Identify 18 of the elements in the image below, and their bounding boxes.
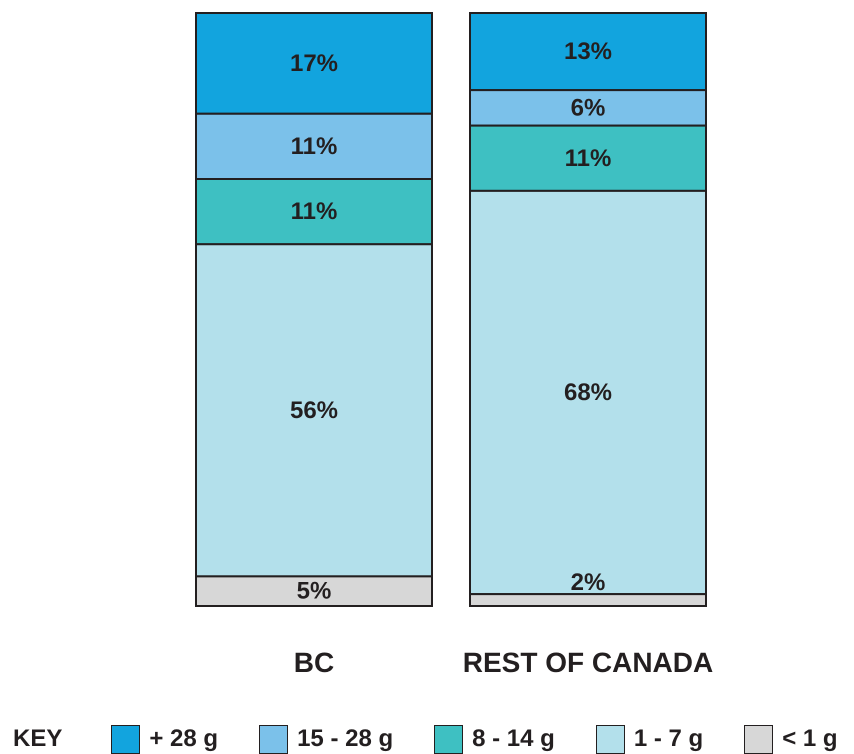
data-label: 68% [564,379,612,406]
data-label: 2% [570,569,606,596]
legend-label: 15 - 28 g [297,725,394,753]
x-tick-label: BC [294,647,334,678]
data-label: 11% [290,132,338,160]
data-label: 13% [564,38,612,66]
legend-label: 1 - 7 g [634,725,704,753]
legend-title: KEY [13,725,62,753]
data-label: 17% [290,50,338,77]
data-label: 5% [296,578,332,605]
legend-label: + 28 g [149,725,218,753]
legend-label: 8 - 14 g [472,725,555,753]
data-label: 11% [290,198,338,226]
data-label: 11% [564,144,612,172]
data-label: 56% [290,396,338,424]
legend-label: < 1 g [782,725,838,753]
x-tick-label: REST OF CANADA [462,647,714,678]
data-label: 6% [570,94,606,122]
